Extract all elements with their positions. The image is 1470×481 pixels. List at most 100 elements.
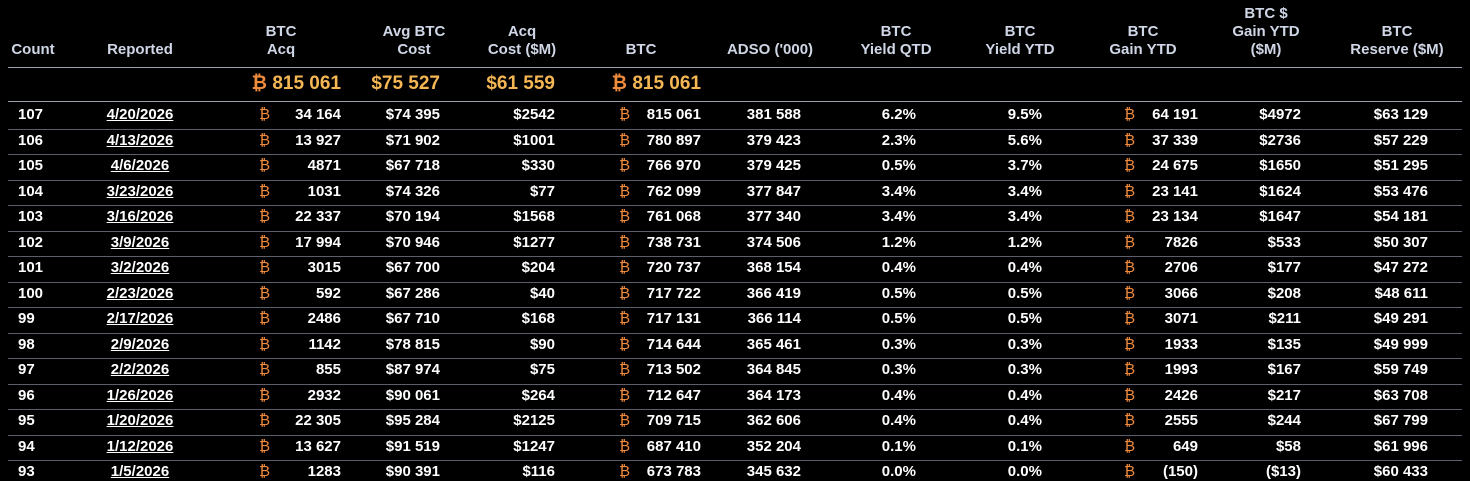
cell-reserve: $67 799	[1373, 412, 1428, 429]
cell-count: 96	[18, 386, 35, 404]
cell-yield-ytd: 0.3%	[1007, 335, 1042, 353]
column-header-line: BTC	[625, 41, 657, 58]
bitcoin-icon: ₿	[619, 463, 631, 480]
cell-acq-cost: $1568	[513, 208, 555, 225]
cell-usd-gain-ytd: $208	[1267, 284, 1301, 302]
cell-count: 104	[18, 182, 44, 200]
bitcoin-icon: ₿	[1124, 335, 1136, 353]
totals-divider	[8, 101, 1462, 102]
cell-avg-cost: $67 286	[385, 284, 440, 302]
reported-date-link[interactable]: 3/9/2026	[110, 233, 170, 251]
column-header-adso[interactable]: ADSO ('000)	[670, 41, 870, 59]
cell-acq-cost: $2125	[513, 412, 555, 429]
cell-yield-ytd: 0.4%	[1007, 259, 1042, 276]
cell-gain-ytd: 23 141	[1152, 182, 1198, 200]
cell-avg-cost: $90 391	[385, 463, 440, 480]
cell-acq-cost: $204	[521, 259, 555, 276]
cell-avg-cost: $70 194	[385, 208, 440, 225]
bitcoin-icon: ₿	[1124, 233, 1136, 251]
cell-avg-cost: $95 284	[385, 412, 440, 429]
reported-date-link[interactable]: 4/13/2026	[106, 131, 174, 149]
bitcoin-icon: ₿	[619, 310, 631, 327]
cell-reserve: $54 181	[1373, 208, 1428, 225]
cell-avg-cost: $74 326	[385, 182, 440, 200]
cell-count: 105	[18, 157, 44, 174]
cell-acq-cost: $2542	[513, 106, 555, 123]
column-header-line: BTC $	[1244, 5, 1288, 22]
bitcoin-icon: ₿	[1124, 437, 1136, 455]
cell-acq-cost: $1277	[513, 233, 555, 251]
column-header-btc-acq[interactable]: BTC Acq	[181, 23, 381, 59]
reported-date-link[interactable]: 3/2/2026	[110, 259, 170, 276]
column-header-line: Yield YTD	[985, 41, 1055, 58]
cell-gain-ytd: 2706	[1164, 259, 1198, 276]
cell-count: 106	[18, 131, 44, 149]
bitcoin-icon: ₿	[619, 259, 631, 276]
cell-yield-ytd: 0.1%	[1007, 437, 1042, 455]
column-header-line: Gain YTD	[1232, 23, 1300, 40]
column-header-line: BTC	[1004, 23, 1036, 40]
column-header-acq-cost[interactable]: Acq Cost ($M)	[422, 23, 622, 59]
cell-reserve: $63 129	[1373, 106, 1428, 123]
column-header-yield-ytd[interactable]: BTC Yield YTD	[920, 23, 1120, 59]
cell-btc: 780 897	[646, 131, 701, 149]
cell-usd-gain-ytd: $1650	[1259, 157, 1301, 174]
reported-date-link[interactable]: 1/12/2026	[106, 437, 174, 455]
column-header-gain-ytd[interactable]: BTC Gain YTD	[1043, 23, 1243, 59]
cell-usd-gain-ytd: $244	[1267, 412, 1301, 429]
cell-count: 99	[18, 310, 35, 327]
cell-yield-ytd: 0.0%	[1007, 463, 1042, 480]
cell-btc-acq: 17 994	[295, 233, 341, 251]
cell-yield-ytd: 3.4%	[1007, 182, 1042, 200]
cell-reserve: $63 708	[1373, 386, 1428, 404]
reported-date-link[interactable]: 2/17/2026	[106, 310, 174, 327]
cell-btc-acq: 3015	[307, 259, 341, 276]
cell-reserve: $57 229	[1373, 131, 1428, 149]
reported-date-link[interactable]: 2/23/2026	[106, 284, 174, 302]
cell-btc: 709 715	[646, 412, 701, 429]
cell-usd-gain-ytd: $533	[1267, 233, 1301, 251]
cell-yield-qtd: 3.4%	[881, 208, 916, 225]
total-btc: ₿ 815 061	[501, 73, 701, 95]
row-divider	[8, 383, 1462, 385]
cell-btc: 687 410	[646, 437, 701, 455]
column-header-line: Reported	[107, 41, 173, 58]
cell-btc-acq: 4871	[307, 157, 341, 174]
column-header-reserve[interactable]: BTC Reserve ($M)	[1297, 23, 1470, 59]
reported-date-link[interactable]: 2/2/2026	[110, 361, 170, 378]
reported-date-link[interactable]: 1/20/2026	[106, 412, 174, 429]
cell-yield-qtd: 6.2%	[881, 106, 916, 123]
reported-date-link[interactable]: 3/16/2026	[106, 208, 174, 225]
column-header-line: Yield QTD	[860, 41, 932, 58]
cell-count: 101	[18, 259, 44, 276]
bitcoin-icon: ₿	[619, 335, 631, 353]
cell-yield-ytd: 0.3%	[1007, 361, 1042, 378]
reported-date-link[interactable]: 3/23/2026	[106, 182, 174, 200]
header-divider	[8, 67, 1462, 68]
column-header-count[interactable]: Count	[0, 41, 133, 59]
cell-usd-gain-ytd: $2736	[1259, 131, 1301, 149]
cell-acq-cost: $77	[529, 182, 555, 200]
bitcoin-icon: ₿	[1124, 361, 1136, 378]
cell-reserve: $49 291	[1373, 310, 1428, 327]
reported-date-link[interactable]: 1/26/2026	[106, 386, 174, 404]
column-header-avg-cost[interactable]: Avg BTC Cost	[314, 23, 514, 59]
cell-btc-acq: 22 305	[295, 412, 341, 429]
reported-date-link[interactable]: 1/5/2026	[110, 463, 170, 480]
bitcoin-icon: ₿	[259, 157, 271, 174]
cell-yield-qtd: 0.5%	[881, 157, 916, 174]
total-value: $61 559	[486, 73, 555, 94]
column-header-btc[interactable]: BTC	[541, 41, 741, 59]
column-header-reported[interactable]: Reported	[40, 41, 240, 59]
cell-yield-qtd: 1.2%	[881, 233, 916, 251]
cell-adso: 352 204	[746, 437, 801, 455]
column-header-yield-qtd[interactable]: BTC Yield QTD	[796, 23, 996, 59]
reported-date-link[interactable]: 4/20/2026	[106, 106, 174, 123]
cell-avg-cost: $67 718	[385, 157, 440, 174]
cell-adso: 381 588	[746, 106, 801, 123]
reported-date-link[interactable]: 4/6/2026	[110, 157, 170, 174]
cell-btc: 673 783	[646, 463, 701, 480]
reported-date-link[interactable]: 2/9/2026	[110, 335, 170, 353]
cell-avg-cost: $74 395	[385, 106, 440, 123]
column-header-usd-gain-ytd[interactable]: BTC $ Gain YTD ($M)	[1166, 5, 1366, 59]
